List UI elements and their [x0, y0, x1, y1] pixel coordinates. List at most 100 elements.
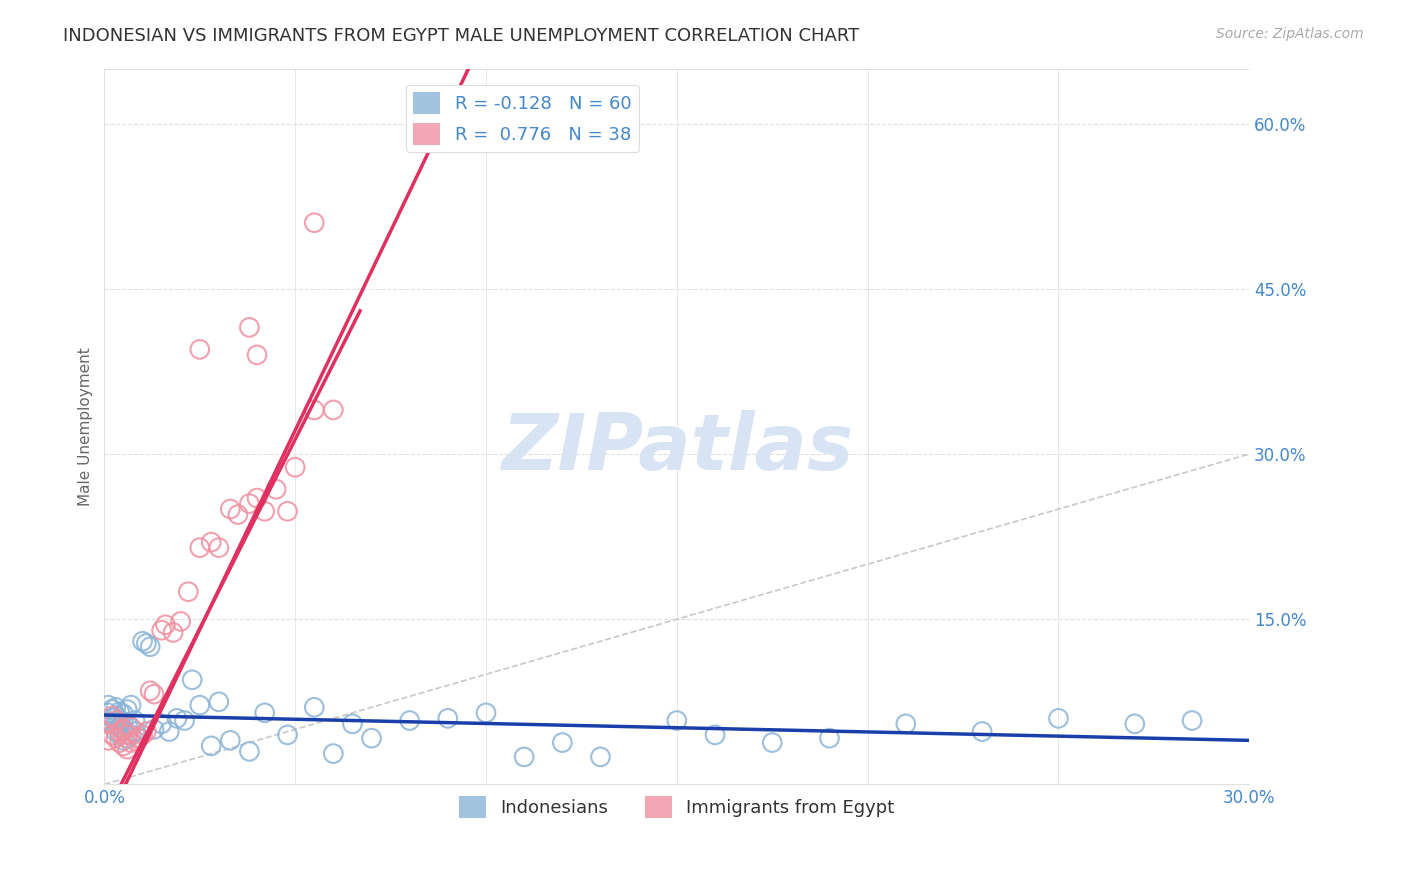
Point: [238, 497, 260, 511]
Point: [1123, 716, 1146, 731]
Point: [475, 706, 498, 720]
Point: [124, 733, 146, 747]
Point: [104, 724, 127, 739]
Point: [188, 343, 211, 357]
Point: [135, 724, 157, 739]
Point: [112, 733, 135, 747]
Point: [101, 711, 124, 725]
Point: [1181, 714, 1204, 728]
Point: [104, 709, 127, 723]
Point: [398, 714, 420, 728]
Point: [665, 714, 688, 728]
Point: [108, 724, 131, 739]
Point: [226, 508, 249, 522]
Point: [208, 541, 231, 555]
Point: [108, 720, 131, 734]
Point: [104, 716, 127, 731]
Point: [128, 731, 150, 746]
Point: [150, 624, 173, 638]
Point: [128, 731, 150, 746]
Point: [253, 504, 276, 518]
Point: [117, 728, 139, 742]
Point: [200, 535, 222, 549]
Point: [108, 735, 131, 749]
Point: [143, 723, 166, 737]
Point: [219, 733, 242, 747]
Point: [188, 698, 211, 713]
Point: [97, 716, 120, 731]
Point: [818, 731, 841, 746]
Point: [188, 541, 211, 555]
Point: [117, 742, 139, 756]
Point: [322, 403, 344, 417]
Point: [181, 673, 204, 687]
Point: [143, 687, 166, 701]
Point: [589, 750, 612, 764]
Point: [120, 698, 142, 713]
Point: [97, 698, 120, 713]
Point: [972, 724, 994, 739]
Point: [304, 216, 326, 230]
Point: [124, 714, 146, 728]
Point: [131, 634, 153, 648]
Point: [284, 460, 307, 475]
Point: [208, 695, 231, 709]
Point: [120, 735, 142, 749]
Point: [108, 705, 131, 719]
Point: [162, 625, 184, 640]
Point: [253, 706, 276, 720]
Point: [101, 702, 124, 716]
Point: [246, 348, 269, 362]
Point: [1047, 711, 1070, 725]
Point: [150, 716, 173, 731]
Point: [108, 728, 131, 742]
Point: [139, 640, 162, 654]
Point: [120, 720, 142, 734]
Point: [304, 700, 326, 714]
Point: [894, 716, 917, 731]
Point: [117, 731, 139, 746]
Point: [112, 714, 135, 729]
Point: [513, 750, 536, 764]
Point: [173, 714, 195, 728]
Point: [277, 504, 299, 518]
Point: [264, 482, 287, 496]
Point: [101, 709, 124, 723]
Text: ZIPatlas: ZIPatlas: [501, 410, 853, 486]
Point: [124, 724, 146, 739]
Point: [304, 403, 326, 417]
Point: [108, 714, 131, 728]
Point: [104, 731, 127, 746]
Point: [97, 706, 120, 720]
Point: [704, 728, 727, 742]
Point: [112, 723, 135, 737]
Point: [97, 733, 120, 747]
Point: [166, 711, 188, 725]
Point: [238, 744, 260, 758]
Point: [551, 735, 574, 749]
Point: [112, 739, 135, 753]
Point: [120, 728, 142, 742]
Point: [104, 714, 127, 728]
Point: [238, 320, 260, 334]
Point: [101, 728, 124, 742]
Point: [131, 728, 153, 742]
Point: [139, 683, 162, 698]
Text: INDONESIAN VS IMMIGRANTS FROM EGYPT MALE UNEMPLOYMENT CORRELATION CHART: INDONESIAN VS IMMIGRANTS FROM EGYPT MALE…: [63, 27, 859, 45]
Point: [437, 711, 460, 725]
Point: [246, 491, 269, 505]
Point: [277, 728, 299, 742]
Point: [112, 706, 135, 721]
Point: [170, 615, 193, 629]
Y-axis label: Male Unemployment: Male Unemployment: [79, 347, 93, 506]
Point: [117, 716, 139, 731]
Point: [342, 716, 364, 731]
Point: [360, 731, 382, 746]
Point: [135, 636, 157, 650]
Text: Source: ZipAtlas.com: Source: ZipAtlas.com: [1216, 27, 1364, 41]
Point: [219, 502, 242, 516]
Point: [322, 747, 344, 761]
Point: [177, 584, 200, 599]
Point: [101, 716, 124, 731]
Point: [761, 735, 783, 749]
